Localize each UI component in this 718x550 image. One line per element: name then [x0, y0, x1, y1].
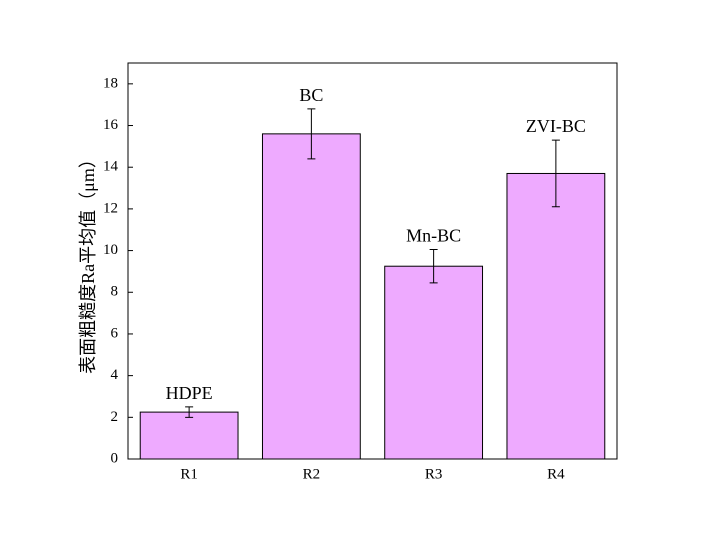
x-tick-label: R3: [425, 466, 443, 482]
y-tick-label: 0: [111, 450, 119, 466]
bar-label: BC: [299, 85, 323, 105]
error-bar: [429, 249, 438, 284]
y-tick-label: 16: [103, 117, 119, 133]
bar-label: Mn-BC: [406, 226, 461, 246]
x-tick-label: R1: [180, 466, 198, 482]
bar: [139, 411, 239, 460]
y-tick-label: 10: [103, 242, 118, 258]
bar: [261, 133, 361, 460]
y-tick-label: 6: [111, 325, 119, 341]
bar-label: ZVI-BC: [526, 116, 586, 136]
error-bar: [307, 108, 316, 160]
y-tick-label: 4: [111, 367, 119, 383]
bar: [384, 265, 484, 460]
x-tick-label: R2: [303, 466, 321, 482]
bar: [506, 172, 606, 460]
error-bar: [551, 139, 560, 208]
y-axis-label: 表面粗糙度Ra平均值（μm）: [78, 150, 98, 374]
bar-label: HDPE: [166, 383, 213, 403]
y-tick-label: 14: [103, 159, 119, 175]
y-tick-label: 12: [103, 200, 118, 216]
error-bar: [185, 406, 194, 418]
plot-frame: [127, 62, 618, 460]
y-tick-label: 18: [103, 75, 118, 91]
y-tick-label: 2: [111, 409, 119, 425]
y-tick-label: 8: [111, 284, 119, 300]
x-tick-label: R4: [547, 466, 565, 482]
